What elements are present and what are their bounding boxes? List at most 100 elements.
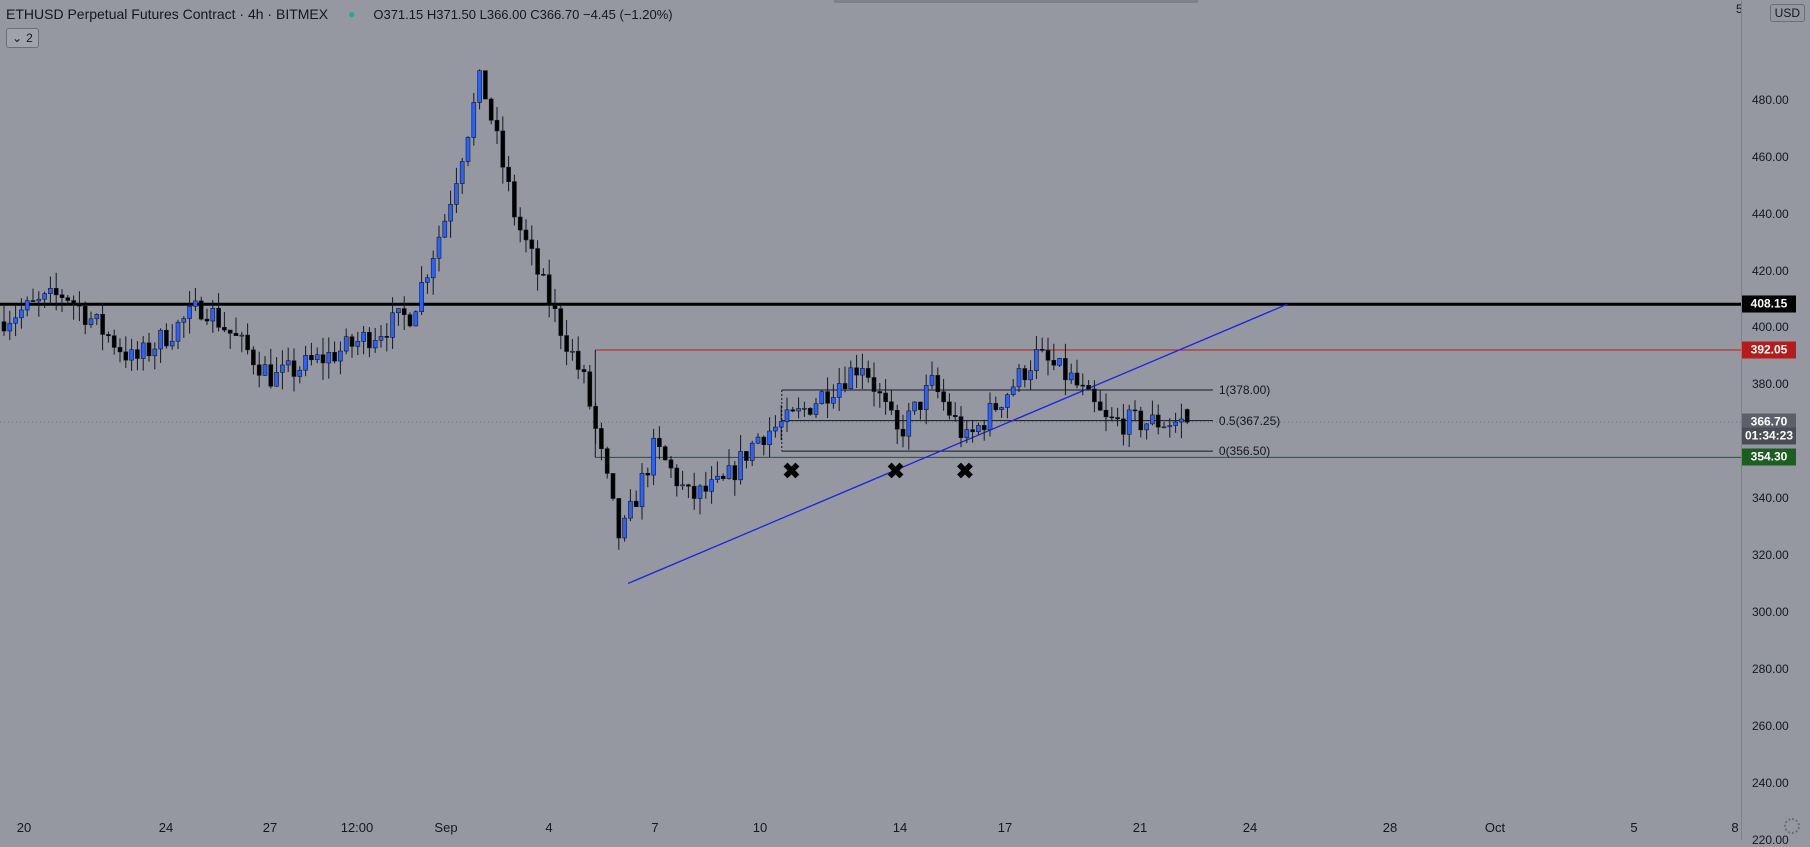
candle-body-55 [320, 354, 326, 364]
candle-body-103 [599, 428, 604, 449]
candle-body-198 [1150, 414, 1155, 425]
candle-body-58 [338, 350, 343, 362]
candle-body-9 [53, 288, 59, 296]
time-tick-label: 7 [651, 820, 659, 835]
candle-body-153 [889, 401, 894, 411]
candle-body-96 [558, 308, 564, 336]
candle-body-150 [871, 377, 877, 392]
candle-body-127 [738, 451, 743, 481]
candle-body-177 [1028, 370, 1033, 381]
candle-body-142 [825, 391, 830, 404]
candle-body-138 [802, 408, 807, 410]
candle-body-69 [401, 308, 407, 315]
candle-body-174 [1010, 386, 1016, 395]
candle-body-100 [581, 369, 587, 373]
time-tick-label: 21 [1132, 820, 1148, 835]
candle-body-71 [413, 311, 419, 327]
candle-body-185 [1074, 372, 1080, 386]
candle-body-20 [117, 347, 123, 353]
candle-body-146 [848, 367, 854, 390]
symbol-title[interactable]: ETHUSD Perpetual Futures Contract · 4h ·… [6, 6, 329, 22]
candle-body-202 [1173, 421, 1178, 426]
candle-body-70 [407, 314, 413, 327]
currency-button[interactable]: USD [1769, 4, 1805, 22]
candle-body-10 [59, 294, 65, 298]
price-tag-3: 01:34:23 [1742, 427, 1796, 444]
candle-body-22 [129, 349, 134, 361]
candle-body-42 [245, 334, 250, 351]
candle-body-137 [796, 408, 801, 412]
price-tick-label: 240.00 [1752, 775, 1789, 790]
candle-body-121 [703, 485, 709, 492]
candle-body-6 [36, 298, 42, 302]
candle-body-81 [471, 102, 477, 138]
candle-body-111 [645, 472, 651, 476]
candle-body-101 [587, 371, 593, 407]
candle-body-52 [303, 355, 308, 371]
candle-body-78 [454, 183, 459, 205]
indicator-count: 2 [26, 31, 33, 45]
candle-body-50 [291, 360, 297, 377]
candle-body-107 [622, 517, 627, 539]
time-tick-label: 24 [158, 820, 174, 835]
candle-body-99 [575, 350, 581, 370]
candle-body-76 [442, 220, 448, 238]
price-axis[interactable]: USD [1741, 0, 1810, 840]
candle-body-88 [512, 181, 517, 218]
candle-body-139 [807, 408, 813, 415]
candle-body-158 [918, 401, 923, 410]
candle-body-3 [19, 309, 24, 319]
candle-body-120 [697, 485, 703, 499]
x-marker-1: ✖ [886, 458, 904, 483]
candle-body-122 [709, 479, 714, 492]
time-tick-label: 27 [262, 820, 278, 835]
candle-body-164 [952, 415, 958, 417]
candle-body-199 [1155, 414, 1161, 428]
candle-body-155 [900, 428, 906, 437]
candle-body-179 [1039, 349, 1045, 351]
candle-body-113 [657, 437, 662, 448]
candle-body-204 [1184, 409, 1190, 423]
candle-body-40 [233, 332, 239, 336]
candle-body-7 [42, 293, 47, 300]
candle-body-102 [593, 405, 598, 429]
time-tick-label: 17 [997, 820, 1013, 835]
candle-body-94 [546, 274, 552, 306]
candle-body-12 [71, 300, 76, 305]
settings-gear-icon[interactable] [1784, 818, 1800, 834]
indicators-toggle-button[interactable]: ⌄ 2 [6, 28, 39, 48]
candle-body-36 [210, 307, 216, 322]
x-marker-0: ✖ [782, 458, 800, 483]
candle-body-26 [152, 348, 158, 357]
candle-body-108 [628, 500, 633, 519]
candle-body-123 [715, 475, 720, 480]
candle-body-64 [372, 339, 378, 349]
candle-body-165 [958, 416, 964, 438]
candle-body-172 [999, 407, 1004, 410]
candle-body-116 [674, 467, 680, 487]
candle-body-147 [854, 367, 859, 376]
candle-body-186 [1080, 384, 1086, 387]
candle-body-129 [749, 442, 755, 461]
price-tick-label: 460.00 [1752, 149, 1789, 164]
candle-body-156 [906, 410, 912, 437]
chart-canvas[interactable]: ✖ ✖ ✖ [0, 0, 1741, 840]
candle-body-90 [523, 229, 529, 241]
candle-body-140 [813, 403, 819, 415]
candle-body-41 [239, 334, 245, 337]
candle-body-28 [164, 329, 169, 347]
candle-body-43 [251, 349, 256, 366]
candle-body-14 [82, 305, 88, 325]
candle-body-126 [732, 465, 738, 481]
price-axis-top-label: 5 [1736, 2, 1743, 16]
candle-body-134 [778, 421, 784, 428]
candle-body-53 [309, 355, 314, 361]
time-tick-label: Oct [1484, 820, 1506, 835]
candle-body-136 [790, 409, 796, 412]
candle-body-145 [842, 383, 848, 390]
price-tick-label: 280.00 [1752, 661, 1789, 676]
candle-body-132 [767, 430, 772, 446]
time-tick-label: 12:00 [340, 820, 374, 835]
candle-body-119 [691, 485, 697, 499]
candle-body-91 [529, 239, 535, 249]
